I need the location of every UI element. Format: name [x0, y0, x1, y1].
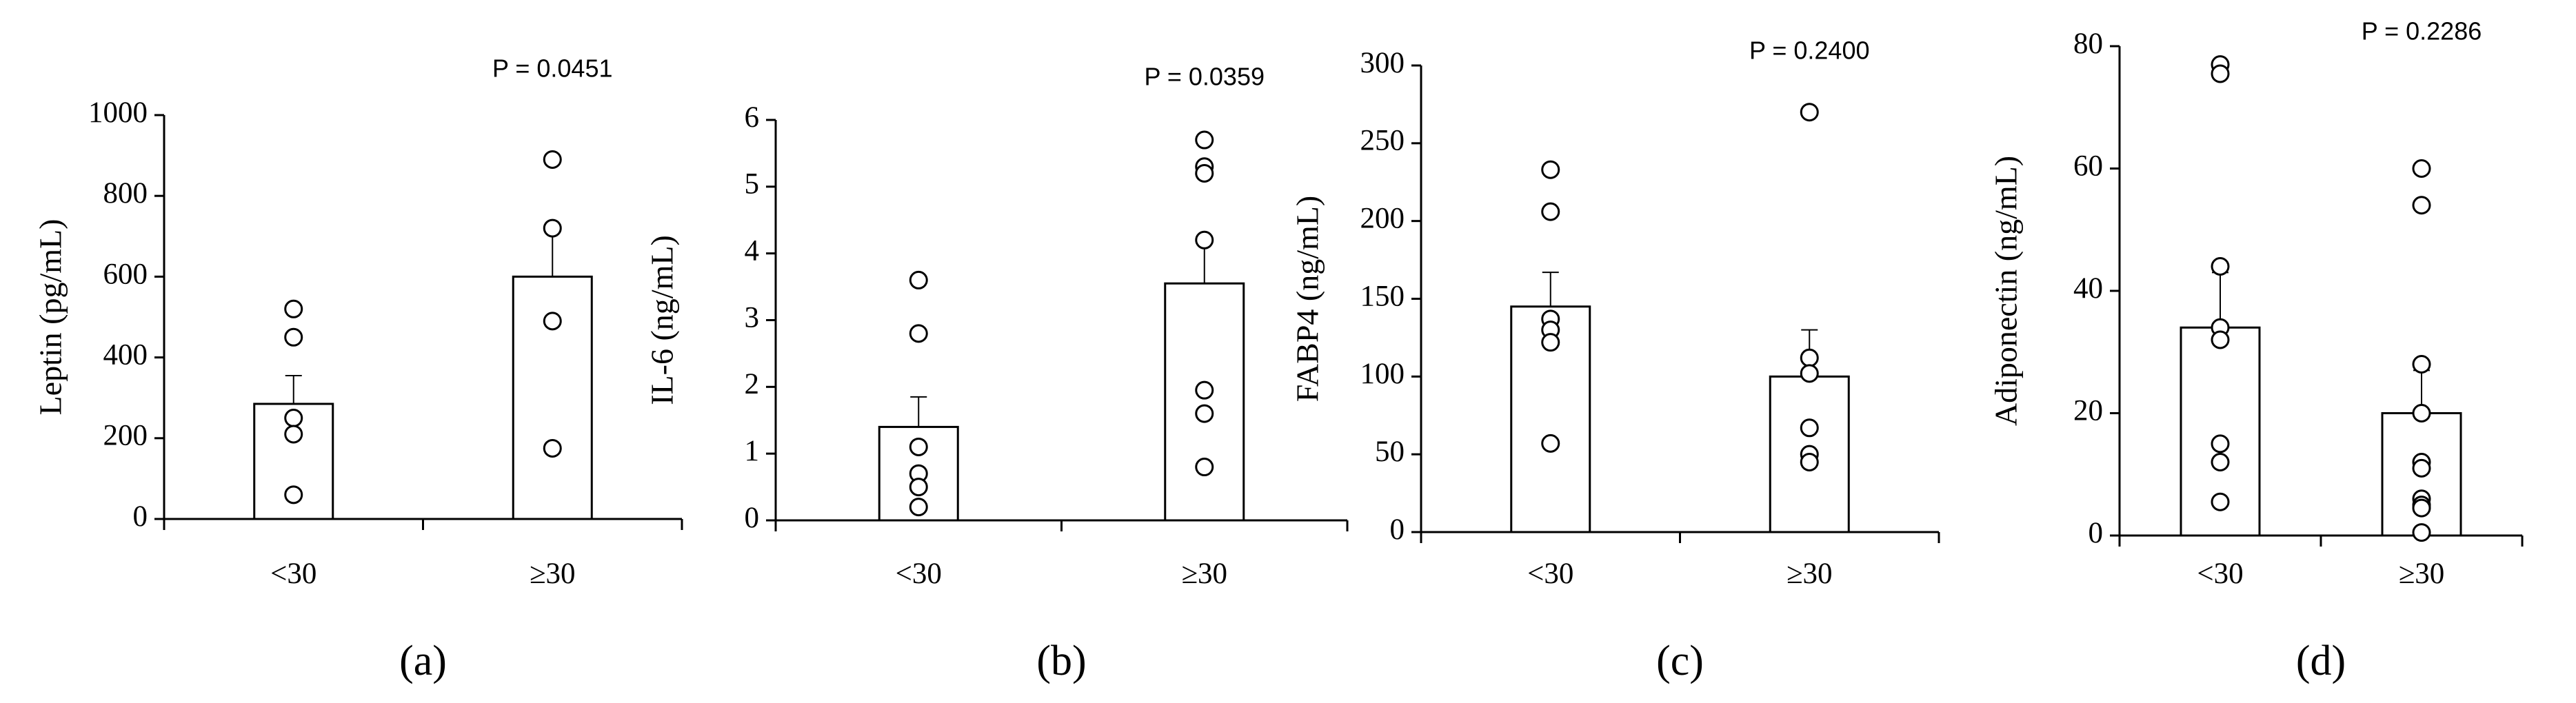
data-point [284, 299, 303, 318]
y-tick-label: 300 [1360, 47, 1405, 79]
x-tick-label: ≥30 [530, 558, 576, 590]
data-point [284, 409, 303, 427]
data-point [1195, 130, 1214, 150]
y-axis-label: Adiponectin (ng/mL) [1989, 156, 2024, 426]
data-point [909, 437, 928, 456]
data-point [2211, 257, 2230, 276]
data-point [1541, 333, 1560, 352]
x-tick-label: ≥30 [1787, 558, 1833, 590]
data-point [543, 438, 562, 458]
data-point [2211, 453, 2230, 471]
y-tick-label: 400 [103, 338, 148, 371]
y-tick-label: 5 [745, 168, 760, 201]
data-point [1195, 380, 1214, 400]
data-point [284, 327, 303, 347]
y-tick-label: 200 [103, 420, 148, 452]
data-point [1800, 418, 1819, 438]
data-point [1800, 348, 1819, 367]
y-tick-label: 6 [745, 101, 760, 134]
y-tick-label: 600 [103, 258, 148, 290]
data-point [2412, 159, 2431, 178]
x-tick-label: ≥30 [2399, 558, 2445, 590]
data-point [2412, 498, 2431, 518]
y-axis-label: Leptin (pg/mL) [33, 219, 68, 416]
panel-label: (b) [1036, 638, 1086, 684]
data-point [1541, 434, 1560, 453]
data-point [2412, 196, 2431, 215]
y-axis-label: FABP4 (ng/mL) [1290, 196, 1325, 402]
p-value: P = 0.0359 [1145, 63, 1265, 91]
data-point [2211, 64, 2230, 83]
y-tick-label: 0 [2089, 517, 2104, 549]
y-tick-label: 1 [745, 435, 760, 467]
p-value: P = 0.2400 [1749, 37, 1870, 65]
p-value: P = 0.2286 [2362, 17, 2482, 45]
y-tick-label: 800 [103, 177, 148, 210]
data-point [2412, 458, 2431, 478]
y-tick-label: 3 [745, 301, 760, 334]
x-tick-label: <30 [2197, 558, 2243, 590]
data-point [1195, 163, 1214, 183]
data-point [2211, 492, 2230, 511]
data-point [284, 485, 303, 505]
y-tick-label: 4 [745, 235, 760, 267]
y-tick-label: 0 [745, 502, 760, 534]
data-point [543, 150, 562, 169]
y-tick-label: 80 [2073, 28, 2103, 60]
x-tick-label: ≥30 [1181, 558, 1227, 590]
x-tick-label: <30 [896, 558, 942, 590]
data-point [1195, 404, 1214, 423]
panel-label: (a) [399, 638, 447, 684]
y-tick-label: 200 [1360, 203, 1405, 235]
data-point [909, 498, 928, 517]
y-tick-label: 0 [1390, 513, 1405, 546]
x-tick-label: <30 [270, 558, 316, 590]
data-point [2211, 330, 2230, 349]
y-tick-label: 2 [745, 368, 760, 400]
data-point [1800, 103, 1819, 122]
data-point [909, 270, 928, 289]
bar [1164, 282, 1245, 522]
data-point [1195, 458, 1214, 477]
y-tick-label: 20 [2073, 394, 2103, 427]
panel-label: (c) [1656, 638, 1704, 684]
y-tick-label: 0 [133, 500, 148, 533]
bar [512, 275, 593, 520]
data-point [1541, 202, 1560, 221]
data-point [284, 425, 303, 444]
y-axis-label: IL-6 (ng/mL) [645, 235, 680, 405]
y-tick-label: 1000 [88, 96, 148, 129]
data-point [1800, 452, 1819, 471]
data-point [1541, 160, 1560, 179]
data-point [2211, 434, 2230, 454]
data-point [543, 312, 562, 331]
p-value: P = 0.0451 [492, 54, 613, 83]
data-point [2412, 355, 2431, 374]
y-tick-label: 150 [1360, 280, 1405, 312]
data-point [2412, 523, 2431, 542]
data-point [1195, 230, 1214, 249]
data-point [1800, 364, 1819, 383]
y-tick-label: 250 [1360, 125, 1405, 157]
x-tick-label: <30 [1527, 558, 1573, 590]
y-tick-label: 40 [2073, 272, 2103, 305]
y-tick-label: 60 [2073, 150, 2103, 182]
y-tick-label: 50 [1375, 436, 1405, 468]
data-point [909, 324, 928, 343]
data-point [2412, 404, 2431, 422]
y-tick-label: 100 [1360, 358, 1405, 390]
data-point [909, 478, 928, 497]
panel-label: (d) [2296, 638, 2346, 684]
data-point [543, 218, 562, 238]
